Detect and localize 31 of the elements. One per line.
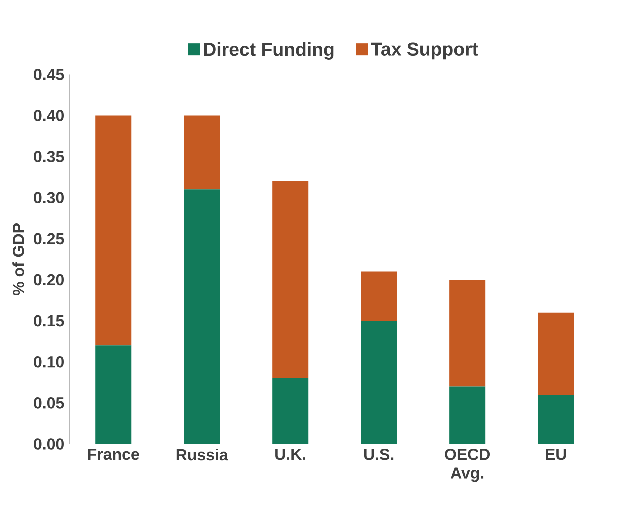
bar (184, 190, 220, 444)
x-tick-label: Russia (176, 448, 228, 461)
legend-label: Direct Funding (204, 42, 334, 60)
y-tick-label: 0.30 (34, 192, 64, 204)
y-tick-label: 0.00 (34, 438, 64, 450)
bar (272, 378, 309, 444)
x-tick-label: U.K. (276, 448, 306, 460)
y-axis-title: % of GDP (12, 224, 24, 296)
legend-label: Tax Support (371, 42, 478, 60)
x-tick-label: EU (546, 448, 566, 460)
y-tick-label: 0.10 (34, 356, 64, 368)
bar (450, 280, 486, 387)
y-tick-label: 0.05 (34, 398, 64, 409)
x-tick-label: OECD Avg. (445, 448, 490, 482)
bar (96, 116, 132, 346)
bar (538, 312, 574, 395)
bar (272, 181, 309, 379)
x-tick-label: France (88, 448, 140, 460)
bar (96, 346, 132, 444)
y-tick-label: 0.35 (34, 151, 64, 163)
y-tick-label: 0.15 (34, 315, 64, 327)
bar (361, 321, 398, 444)
bar (538, 394, 574, 444)
bar (184, 116, 220, 190)
x-tick-label: U.S. (364, 448, 394, 460)
y-tick-label: 0.25 (34, 233, 64, 245)
y-tick-label: 0.40 (34, 110, 64, 122)
y-tick-label: 0.45 (34, 69, 64, 80)
bar (450, 386, 486, 444)
y-tick-label: 0.20 (34, 274, 64, 286)
bar (361, 272, 398, 322)
